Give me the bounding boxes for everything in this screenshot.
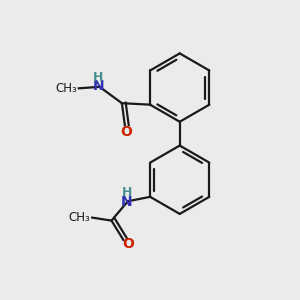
Text: H: H [122,186,132,200]
Text: O: O [122,237,134,251]
Text: N: N [92,79,104,93]
Text: O: O [120,125,132,139]
Text: CH₃: CH₃ [68,211,90,224]
Text: CH₃: CH₃ [55,82,77,95]
Text: H: H [93,71,103,84]
Text: N: N [121,195,133,209]
